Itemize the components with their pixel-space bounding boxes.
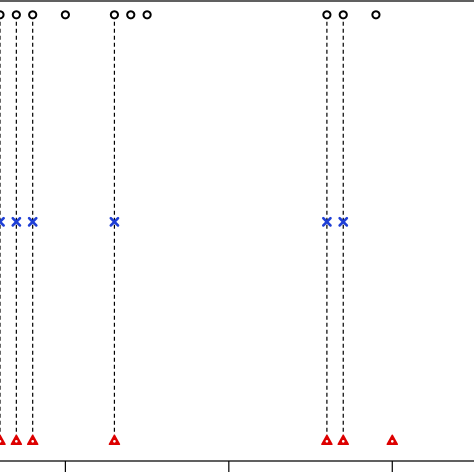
triangle-marker-center: [15, 440, 18, 443]
circle-marker: [109, 10, 120, 20]
dashed-connectors: [0, 14, 344, 441]
circle-marker: [11, 10, 21, 20]
x-marker: [27, 216, 38, 227]
triangle-marker-center: [31, 440, 34, 443]
triangle-marker: [10, 434, 23, 446]
circle-marker: [338, 10, 348, 20]
triangle-marker-center: [325, 440, 329, 443]
triangle-marker: [26, 434, 39, 446]
triangle-marker: [386, 434, 399, 446]
triangle-marker-center: [0, 440, 2, 443]
x-marker: [321, 216, 332, 227]
circle-marker: [322, 10, 332, 20]
triangle-marker-center: [113, 440, 116, 443]
x-marker: [0, 216, 5, 227]
triangle-marker: [337, 434, 349, 446]
data-markers: [0, 10, 399, 446]
circle-marker: [60, 10, 70, 20]
triangle-marker-center: [341, 440, 345, 443]
circle-marker: [371, 10, 381, 20]
x-marker: [338, 216, 349, 227]
circle-marker: [0, 10, 5, 20]
circle-marker: [28, 10, 38, 20]
triangle-marker: [0, 434, 6, 446]
triangle-marker: [108, 434, 121, 446]
triangle-marker-center: [390, 440, 394, 443]
x-marker: [109, 216, 120, 227]
circle-marker: [142, 10, 152, 20]
triangle-marker: [321, 434, 333, 446]
circle-marker: [126, 10, 136, 20]
x-marker: [11, 216, 22, 227]
